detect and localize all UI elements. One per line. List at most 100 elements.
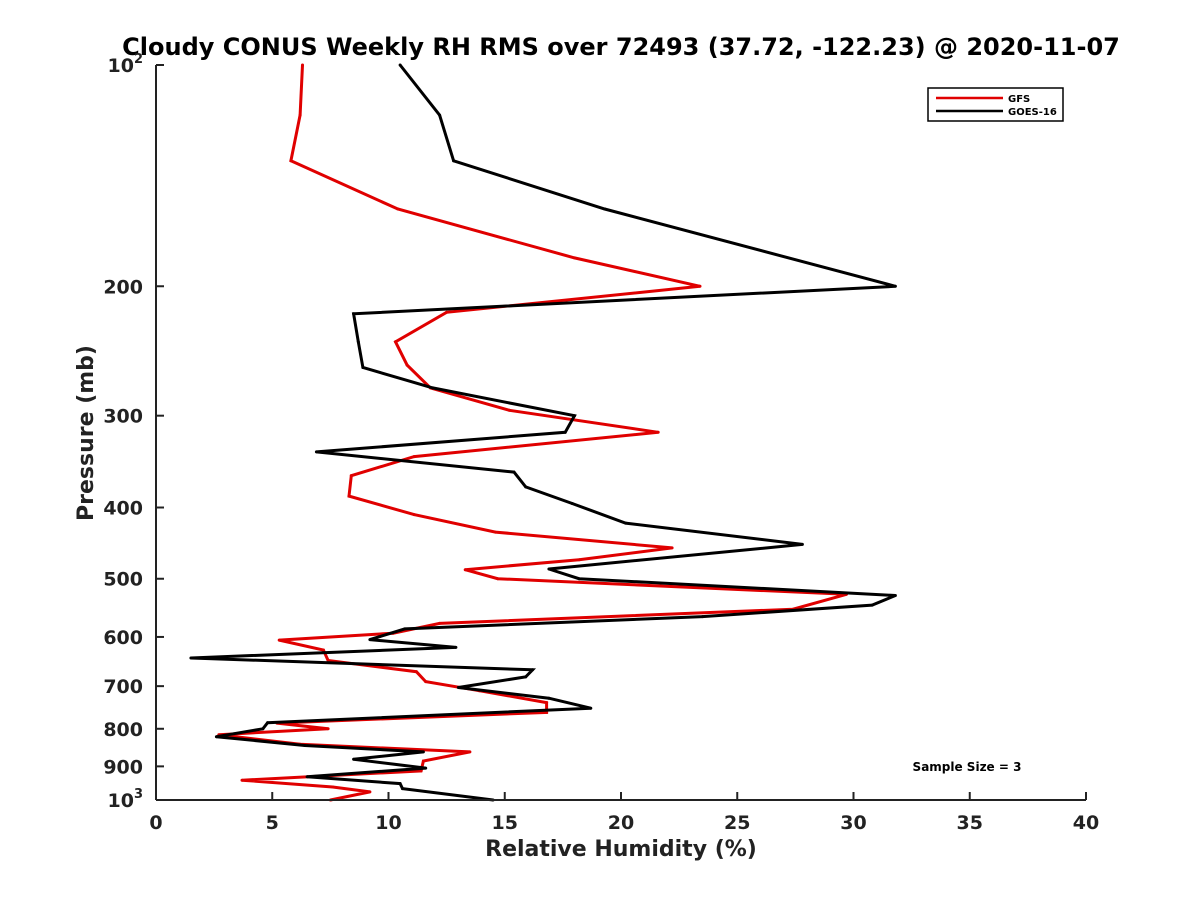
data-point-gfs xyxy=(496,577,500,581)
data-point-gfs xyxy=(577,558,581,562)
data-point-goes-16 xyxy=(214,735,218,739)
data-point-gfs xyxy=(394,340,397,344)
x-tick-label: 30 xyxy=(840,812,866,834)
data-point-gfs xyxy=(347,494,351,498)
data-point-gfs xyxy=(424,680,428,684)
data-point-goes-16 xyxy=(577,577,581,581)
data-point-goes-16 xyxy=(421,750,425,754)
data-point-goes-16 xyxy=(589,706,593,710)
data-point-goes-16 xyxy=(456,686,460,689)
data-point-gfs xyxy=(670,546,674,550)
data-point-goes-16 xyxy=(368,638,372,642)
data-point-goes-16 xyxy=(573,414,576,418)
data-point-goes-16 xyxy=(401,787,404,791)
legend-box xyxy=(927,87,1064,122)
y-tick-label: 500 xyxy=(103,569,143,591)
data-point-goes-16 xyxy=(563,430,567,434)
data-point-gfs xyxy=(545,701,549,705)
data-point-goes-16 xyxy=(603,207,607,211)
y-tick-label: 200 xyxy=(103,276,143,298)
data-point-goes-16 xyxy=(624,521,628,525)
data-point-goes-16 xyxy=(431,386,435,390)
data-point-goes-16 xyxy=(512,470,516,474)
y-axis-label: Pressure (mb) xyxy=(74,345,99,521)
data-point-goes-16 xyxy=(303,744,307,747)
data-point-gfs xyxy=(240,778,244,782)
data-point-goes-16 xyxy=(403,627,407,631)
data-point-gfs xyxy=(396,207,400,211)
data-point-goes-16 xyxy=(189,656,193,660)
sample-size-note: Sample Size = 3 xyxy=(913,760,1022,774)
y-tick-label: 700 xyxy=(103,676,143,698)
data-point-gfs xyxy=(421,759,425,763)
x-tick-label: 35 xyxy=(957,812,983,834)
data-point-goes-16 xyxy=(524,675,528,679)
data-point-goes-16 xyxy=(452,159,456,163)
data-point-goes-16 xyxy=(454,645,458,649)
x-tick-label: 15 xyxy=(492,812,518,834)
data-point-gfs xyxy=(368,790,372,794)
legend-label-goes-16: GOES-16 xyxy=(1008,107,1057,118)
data-point-goes-16 xyxy=(352,312,356,316)
data-point-gfs xyxy=(301,63,304,67)
data-point-gfs xyxy=(698,284,702,288)
data-point-gfs xyxy=(277,638,281,642)
y-tick-label: 800 xyxy=(103,719,143,741)
data-point-goes-16 xyxy=(438,113,442,117)
data-point-goes-16 xyxy=(305,775,309,779)
data-point-goes-16 xyxy=(893,284,897,288)
data-point-gfs xyxy=(414,670,418,674)
legend: GFS GOES-16 xyxy=(927,87,1064,122)
y-tick-label: 900 xyxy=(103,756,143,778)
data-point-goes-16 xyxy=(700,615,704,619)
data-point-goes-16 xyxy=(524,485,528,489)
x-tick-label: 25 xyxy=(724,812,750,834)
data-point-gfs xyxy=(321,648,325,652)
data-point-gfs xyxy=(349,474,353,478)
data-point-goes-16 xyxy=(398,63,402,67)
axes: 0 5 10 15 20 25 30 35 40 102 200 300 400 500 600 700 800… xyxy=(103,52,1099,834)
data-point-goes-16 xyxy=(570,502,574,505)
data-point-goes-16 xyxy=(424,766,428,770)
data-point-gfs xyxy=(445,310,449,314)
y-tick-label: 300 xyxy=(103,406,143,428)
data-point-goes-16 xyxy=(531,668,535,672)
y-tick-label: 103 xyxy=(108,787,144,812)
data-point-gfs xyxy=(493,530,497,534)
chart-title: Cloudy CONUS Weekly RH RMS over 72493 (3… xyxy=(122,33,1120,61)
data-point-goes-16 xyxy=(870,603,874,607)
data-point-gfs xyxy=(298,113,302,117)
data-point-gfs xyxy=(438,621,442,625)
data-point-gfs xyxy=(289,159,293,163)
data-point-goes-16 xyxy=(398,782,402,786)
y-tick-label: 600 xyxy=(103,627,143,649)
data-point-gfs xyxy=(507,408,511,412)
legend-label-gfs: GFS xyxy=(1008,94,1030,105)
data-point-goes-16 xyxy=(547,567,551,571)
x-tick-label: 10 xyxy=(375,812,401,834)
x-axis-label: Relative Humidity (%) xyxy=(485,837,757,862)
data-point-goes-16 xyxy=(800,542,804,546)
data-point-goes-16 xyxy=(547,696,551,700)
x-tick-label: 20 xyxy=(608,812,634,834)
y-tick-label: 102 xyxy=(108,52,144,77)
x-tick-label: 40 xyxy=(1073,812,1099,834)
data-point-gfs xyxy=(419,769,423,773)
data-point-goes-16 xyxy=(266,721,270,725)
data-point-gfs xyxy=(656,430,660,434)
data-point-gfs xyxy=(468,750,472,754)
data-point-goes-16 xyxy=(356,340,360,344)
data-point-goes-16 xyxy=(314,450,318,454)
data-point-gfs xyxy=(573,256,576,260)
data-point-gfs xyxy=(326,727,330,731)
y-tick-label: 400 xyxy=(103,498,143,520)
data-point-gfs xyxy=(412,455,416,459)
series-line-goes-16 xyxy=(190,64,896,802)
data-point-gfs xyxy=(331,785,335,789)
data-point-gfs xyxy=(405,363,409,367)
plot-lines xyxy=(189,63,897,802)
data-point-gfs xyxy=(463,568,467,572)
data-point-goes-16 xyxy=(893,594,897,597)
data-point-goes-16 xyxy=(261,727,265,731)
